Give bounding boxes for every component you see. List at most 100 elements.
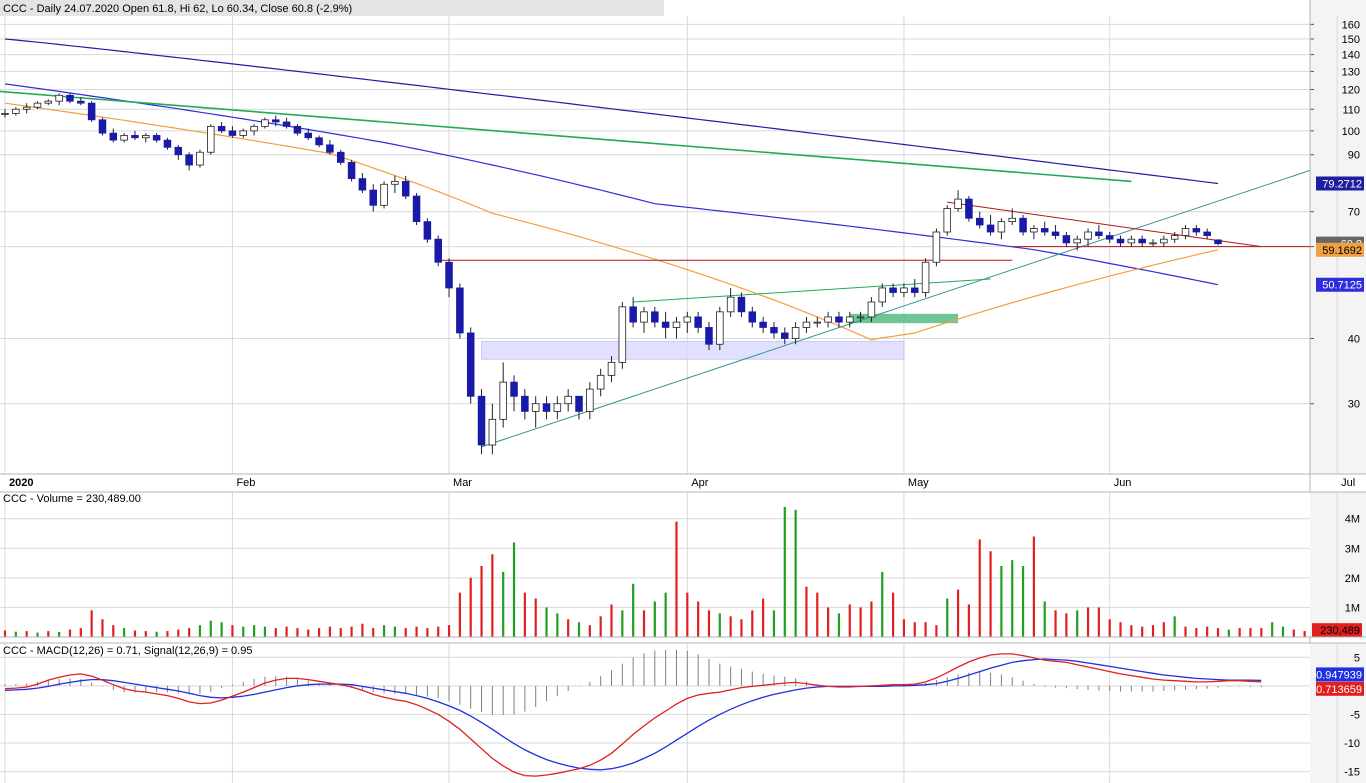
month-label: Jul — [1341, 477, 1355, 489]
candle-body — [293, 125, 302, 134]
candle-body — [1084, 231, 1092, 240]
candle-body — [683, 316, 692, 323]
candle-body — [932, 231, 941, 263]
candle-body — [521, 395, 529, 412]
price-value-tag — [1316, 242, 1364, 257]
candle-body — [943, 208, 951, 233]
price-title-bg — [0, 0, 664, 16]
candle-body — [1127, 238, 1136, 244]
candle-body — [954, 198, 962, 209]
price-tick-label: 140 — [1342, 50, 1360, 62]
panel-titles: CCC - Daily 24.07.2020 Open 61.8, Hi 62,… — [0, 0, 664, 657]
price-value-tag — [1316, 277, 1364, 292]
candle-body — [1105, 235, 1114, 240]
candle-body — [401, 181, 410, 197]
candle-body — [997, 221, 1006, 233]
candle-body — [477, 395, 486, 446]
candle-body — [716, 311, 724, 345]
volume-value-tag — [1312, 623, 1362, 638]
volume-value-tag-text: 230,489 — [1320, 625, 1360, 637]
candle-body — [142, 135, 150, 139]
candle-body — [889, 287, 897, 293]
candle-body — [921, 261, 930, 293]
candle-body — [618, 306, 627, 363]
candle-body — [326, 144, 334, 153]
candle-body — [250, 125, 258, 132]
candle-body — [55, 94, 63, 102]
month-label: May — [908, 477, 929, 489]
candle-body — [185, 154, 193, 166]
downtrend-line-green — [0, 90, 1132, 183]
candle-body — [629, 306, 637, 323]
triangle-upper-line — [947, 201, 1262, 248]
candle-body — [759, 321, 767, 328]
candle-body — [412, 195, 421, 223]
volume-axis-area — [1310, 492, 1366, 637]
candle-body — [965, 198, 973, 219]
candle-body — [228, 130, 237, 136]
support-zone-green — [849, 313, 959, 324]
candle-body — [661, 321, 670, 328]
candle-body — [510, 381, 518, 397]
candle-body — [651, 311, 659, 323]
candle-body — [1116, 238, 1125, 244]
candle-body — [163, 139, 172, 148]
price-tick-label: 110 — [1342, 104, 1360, 116]
month-label: Jun — [1114, 477, 1132, 489]
macd-tick-label: 5 — [1354, 652, 1360, 664]
price-value-tag-text: 59.1692 — [1322, 245, 1362, 257]
candle-body — [369, 189, 377, 206]
macd-value-tag-text: 0.713659 — [1316, 684, 1362, 696]
candle-body — [607, 361, 616, 376]
price-tick-label: 160 — [1342, 19, 1360, 31]
candle-body — [304, 132, 313, 139]
volume-panel[interactable]: 1M 2M 3M 4M 230,489 — [0, 491, 1366, 638]
candle-body — [282, 121, 291, 127]
ma100-line — [4, 83, 1219, 286]
candle-body — [358, 178, 367, 191]
candle-body — [586, 388, 594, 412]
candle-body — [217, 125, 226, 132]
price-value-tag-text: 79.2712 — [1322, 179, 1362, 191]
candle-body — [499, 381, 507, 420]
candle-body — [152, 135, 161, 141]
price-value-tag-text: 50.7125 — [1322, 280, 1362, 292]
candle-body — [261, 119, 269, 127]
volume-tick-label: 4M — [1345, 514, 1360, 526]
volume-tick-label: 1M — [1345, 602, 1360, 614]
price-value-tag — [1316, 176, 1364, 191]
candle-body — [672, 321, 681, 328]
macd-line — [4, 653, 1262, 777]
candle-body — [737, 296, 746, 313]
macd-tick-label: -5 — [1350, 709, 1360, 721]
candle-body — [748, 311, 757, 323]
candle-body — [1, 113, 9, 115]
candle-body — [900, 287, 908, 293]
candle-body — [813, 321, 822, 324]
candle-body — [1160, 238, 1168, 244]
candle-body — [33, 102, 42, 108]
candle-body — [542, 403, 551, 412]
candle-body — [867, 301, 876, 318]
price-tick-label: 30 — [1348, 399, 1360, 411]
month-label: 2020 — [9, 477, 33, 489]
candle-body — [1030, 228, 1038, 233]
candle-body — [878, 287, 887, 303]
candle-body — [1149, 242, 1157, 245]
candle-body — [1019, 217, 1027, 233]
candle-body — [272, 119, 280, 123]
candle-body — [109, 132, 118, 141]
candle-body — [1062, 235, 1071, 244]
candle-body — [910, 287, 919, 293]
candle-body — [445, 261, 453, 289]
candle-body — [488, 418, 497, 446]
candle-body — [553, 403, 562, 412]
candle-body — [975, 217, 984, 226]
candle-body — [77, 100, 85, 104]
macd-tick-label: -10 — [1344, 738, 1360, 750]
candle-body — [781, 332, 789, 339]
month-label: Apr — [691, 477, 708, 489]
